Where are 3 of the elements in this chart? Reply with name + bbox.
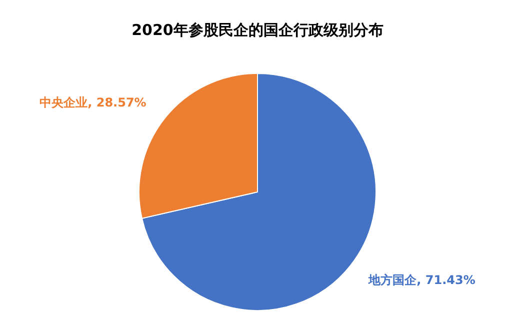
slice-label: 中央企业, 28.57%	[40, 95, 146, 110]
chart-title: 2020年参股民企的国企行政级别分布	[132, 20, 384, 39]
slice-label: 地方国企, 71.43%	[368, 272, 476, 287]
